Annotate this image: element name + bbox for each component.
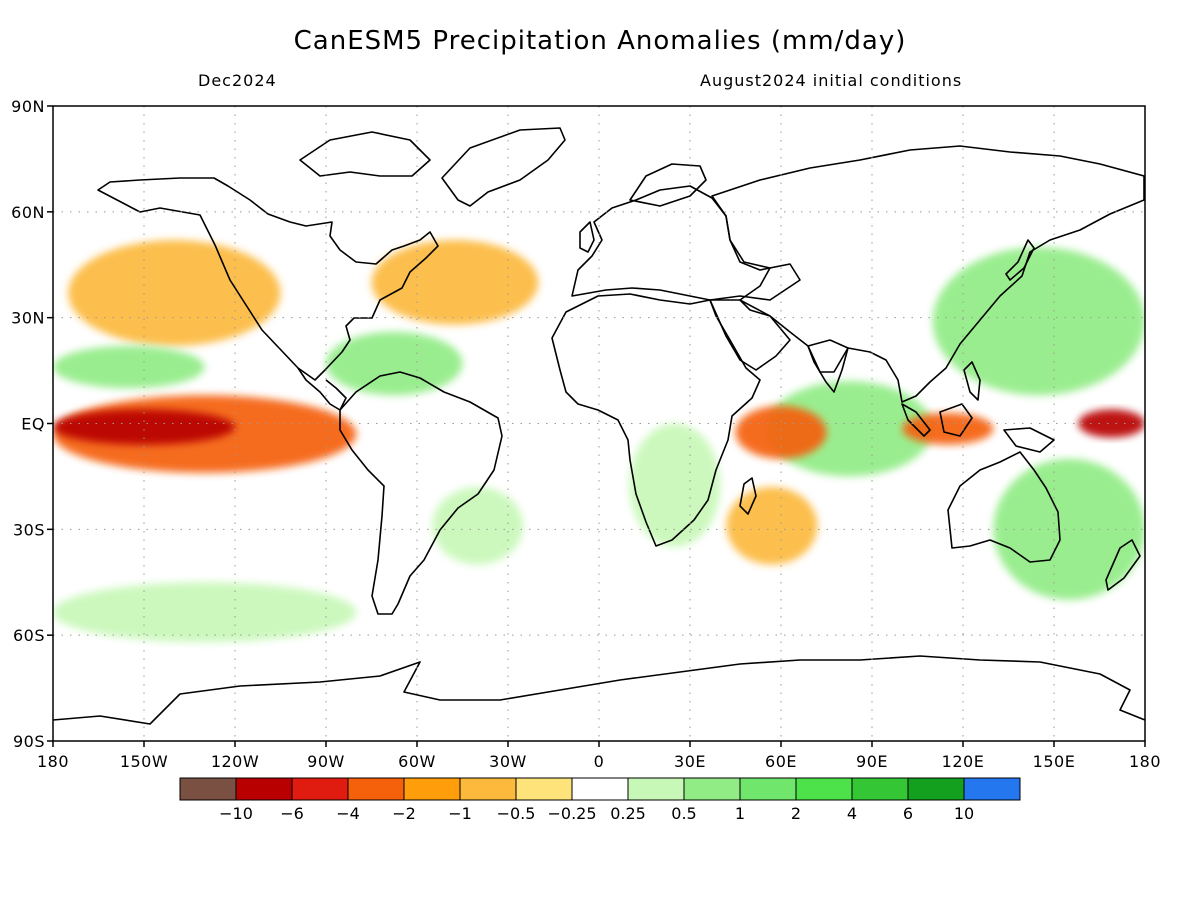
anomaly-caribbean-wet	[326, 331, 463, 396]
lon-tick-label: 150E	[1033, 752, 1076, 771]
graticule	[53, 106, 1145, 741]
lon-tick-label: 180	[37, 752, 69, 771]
anomaly-south-indian-dry	[726, 487, 818, 565]
lat-tick-label: EQ	[21, 415, 45, 434]
colorbar-label: 2	[791, 804, 801, 823]
colorbar-swatch	[179, 777, 237, 801]
colorbar-label: 4	[847, 804, 857, 823]
colorbar-swatch	[627, 777, 685, 801]
coastline-central-america	[297, 367, 347, 411]
anomaly-africa-wet	[629, 423, 721, 547]
lon-tick-label: 30W	[489, 752, 527, 771]
coastline-madagascar	[739, 477, 757, 515]
anomaly-south-pacific-wet	[993, 458, 1145, 600]
colorbar-swatch	[739, 777, 797, 801]
lat-tick-label: 90S	[13, 732, 45, 751]
lat-tick-label: 60S	[13, 626, 45, 645]
coastlines	[53, 127, 1145, 725]
colorbar-label: 10	[954, 804, 974, 823]
coastline-australia	[947, 451, 1061, 563]
coastline-antarctica	[53, 655, 1145, 725]
lon-tick-label: 30E	[674, 752, 706, 771]
colorbar-label: 0.25	[610, 804, 646, 823]
colorbar-swatch	[571, 777, 629, 801]
lat-tick-label: 30N	[11, 309, 45, 328]
coastline-philippines	[963, 361, 981, 401]
coastline-india	[807, 339, 849, 393]
lat-tick-label: 30S	[13, 520, 45, 539]
colorbar-swatch	[347, 777, 405, 801]
colorbar-swatch	[683, 777, 741, 801]
forecast-month-label: Dec2024	[198, 71, 277, 90]
colorbar-label: −0.25	[547, 804, 596, 823]
coastline-uk	[579, 221, 595, 253]
colorbar-label: −6	[280, 804, 304, 823]
anomaly-west-pacific-dry-core	[1078, 409, 1145, 438]
lon-tick-label: 0	[594, 752, 605, 771]
colorbar: −10 −6 −4 −2 −1 −0.5 −0.25 0.25 0.5 1 2 4 6 10	[179, 777, 1021, 823]
anomaly-indian-ocean-dry	[735, 405, 827, 459]
lon-tick-label: 90W	[307, 752, 345, 771]
map-title: CanESM5 Precipitation Anomalies (mm/day)	[293, 26, 907, 56]
colorbar-label: −0.5	[497, 804, 536, 823]
coastline-new-zealand	[1105, 539, 1141, 591]
coastline-africa	[551, 293, 761, 547]
coastline-borneo	[939, 403, 973, 437]
anomaly-north-pacific-dry	[68, 240, 281, 346]
colorbar-swatch	[515, 777, 573, 801]
anomaly-west-pacific-wet	[932, 247, 1145, 396]
coastline-scandinavia	[629, 163, 707, 207]
initial-conditions-label: August2024 initial conditions	[700, 71, 963, 90]
lon-tick-label: 60W	[398, 752, 436, 771]
anomaly-north-pacific-wet	[53, 345, 205, 389]
coastline-arctic-islands	[299, 131, 431, 177]
coastline-sumatra	[901, 403, 931, 437]
coastline-new-guinea	[1003, 427, 1055, 453]
colorbar-swatch	[851, 777, 909, 801]
colorbar-swatch	[291, 777, 349, 801]
coastline-europe	[571, 185, 801, 301]
colorbar-swatch	[403, 777, 461, 801]
colorbar-swatch	[459, 777, 517, 801]
colorbar-swatch	[907, 777, 965, 801]
colorbar-label: −10	[219, 804, 253, 823]
anomaly-south-atlantic-wet	[432, 487, 524, 565]
colorbar-swatch	[795, 777, 853, 801]
anomaly-central-pacific-dry-core	[53, 409, 235, 445]
colorbar-label: −4	[336, 804, 360, 823]
colorbar-label: −1	[448, 804, 472, 823]
anomaly-north-atlantic-dry	[371, 240, 539, 325]
lon-tick-label: 120E	[942, 752, 985, 771]
lat-tick-label: 60N	[11, 203, 45, 222]
coastline-south-america	[339, 371, 503, 615]
colorbar-swatch	[963, 777, 1021, 801]
lon-tick-label: 120W	[211, 752, 259, 771]
coastline-arabia	[709, 299, 791, 371]
coastline-japan	[1005, 239, 1035, 281]
coastline-asia	[711, 145, 1145, 403]
colorbar-label: 0.5	[671, 804, 696, 823]
coastline-north-america	[97, 177, 439, 381]
anomaly-southern-ocean-wet	[53, 582, 357, 643]
lon-tick-label: 60E	[765, 752, 797, 771]
lon-tick-label: 180	[1129, 752, 1161, 771]
colorbar-label: −2	[392, 804, 416, 823]
coastline-greenland	[441, 127, 566, 207]
lat-tick-label: 90N	[11, 97, 45, 116]
lon-tick-label: 150W	[120, 752, 168, 771]
colorbar-label: 6	[903, 804, 913, 823]
colorbar-label: 1	[735, 804, 745, 823]
anomaly-field	[53, 240, 1145, 643]
lon-tick-label: 90E	[856, 752, 888, 771]
colorbar-swatch	[235, 777, 293, 801]
